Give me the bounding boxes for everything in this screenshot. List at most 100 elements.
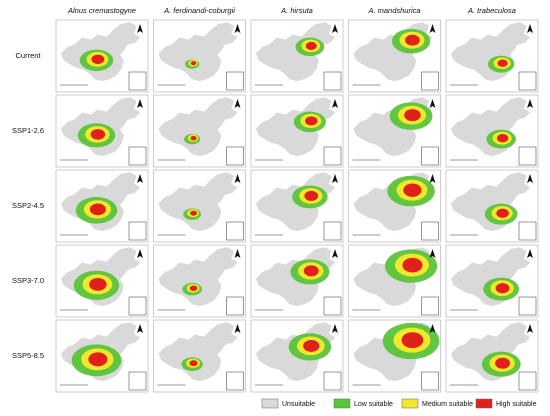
- suitability-area: [190, 135, 197, 141]
- map: [255, 246, 337, 307]
- north-arrow: [234, 99, 241, 108]
- column-header: A. ferdinandi-coburgii: [163, 6, 235, 15]
- inset-box: [226, 146, 244, 166]
- row-label: SSP2-4.5: [12, 201, 44, 210]
- north-arrow: [429, 24, 436, 33]
- map: [60, 96, 142, 157]
- map-panel: [445, 244, 539, 318]
- map-panel: [153, 169, 246, 243]
- north-arrow: [527, 174, 533, 183]
- inset-box: [323, 296, 342, 316]
- inset-box: [518, 371, 537, 391]
- legend-swatch: [333, 398, 351, 409]
- map: [255, 21, 337, 82]
- column-header: A. hirsuta: [280, 6, 313, 15]
- row-label: Current: [15, 51, 41, 60]
- north-arrow: [137, 24, 143, 33]
- suitability-area: [496, 134, 509, 143]
- suitability-area: [305, 41, 317, 50]
- suitability-area: [405, 34, 420, 46]
- suitability-area: [189, 360, 198, 367]
- legend-label: Low suitable: [354, 401, 393, 408]
- map-panel: [445, 19, 539, 93]
- inset-box: [128, 296, 147, 316]
- suitability-area: [495, 283, 510, 294]
- north-arrow: [527, 24, 533, 33]
- inset-box: [128, 71, 147, 91]
- map-panel: [348, 94, 441, 168]
- suitability-area: [305, 116, 318, 126]
- map-panel: [55, 169, 149, 243]
- inset-box: [226, 371, 244, 391]
- inset-box: [518, 296, 537, 316]
- map: [157, 171, 239, 232]
- map-panel: [250, 169, 344, 243]
- north-arrow: [429, 99, 436, 108]
- inset-box: [128, 146, 147, 166]
- map: [157, 21, 239, 82]
- legend-swatch: [401, 398, 419, 409]
- inset-box: [323, 71, 342, 91]
- map: [60, 321, 142, 382]
- inset-box: [226, 221, 244, 241]
- inset-box: [323, 371, 342, 391]
- map: [352, 171, 435, 232]
- north-arrow: [137, 174, 143, 183]
- legend-label: Unsuitable: [282, 401, 315, 408]
- suitability-area: [89, 203, 106, 216]
- map: [352, 21, 434, 82]
- suitability-area: [190, 210, 197, 216]
- north-arrow: [332, 99, 338, 108]
- map: [157, 321, 239, 382]
- north-arrow: [527, 99, 533, 108]
- inset-box: [128, 371, 147, 391]
- north-arrow: [234, 174, 241, 183]
- north-arrow: [332, 174, 338, 183]
- suitability-area: [189, 285, 198, 291]
- north-arrow: [527, 324, 533, 333]
- north-arrow: [332, 324, 338, 333]
- north-arrow: [429, 174, 436, 183]
- suitability-area: [91, 54, 105, 65]
- map-panel: [153, 19, 246, 93]
- map-panel: [55, 319, 149, 393]
- map-panel: [250, 94, 344, 168]
- north-arrow: [527, 249, 533, 258]
- map: [255, 96, 337, 157]
- suitability-area: [190, 61, 197, 66]
- inset-box: [323, 221, 342, 241]
- suitability-area: [303, 339, 320, 352]
- suitability-area: [89, 277, 107, 291]
- inset-box: [226, 296, 244, 316]
- map-panel: [250, 244, 344, 318]
- map: [157, 96, 239, 157]
- legend-swatch: [475, 398, 493, 409]
- inset-box: [128, 221, 147, 241]
- inset-box: [421, 221, 439, 241]
- map-panel: [348, 19, 441, 93]
- map: [450, 246, 532, 307]
- map-panel: [445, 94, 539, 168]
- map-panel: [153, 94, 246, 168]
- map-panel: [153, 319, 246, 393]
- north-arrow: [234, 249, 241, 258]
- map-panel: [348, 244, 441, 318]
- legend-label: High suitable: [496, 401, 537, 408]
- suitability-area: [404, 109, 421, 122]
- column-header: A. mandshurica: [367, 6, 420, 15]
- north-arrow: [137, 249, 143, 258]
- suitability-area: [402, 257, 423, 273]
- north-arrow: [137, 99, 143, 108]
- legend-label: Medium suitable: [422, 401, 473, 408]
- map: [450, 171, 532, 232]
- map-panel: [348, 319, 441, 393]
- map-panel: [55, 244, 149, 318]
- map: [450, 321, 532, 382]
- map-panel: [445, 169, 539, 243]
- map: [60, 171, 142, 232]
- map-panel: [348, 169, 441, 243]
- north-arrow: [332, 249, 338, 258]
- suitability-area: [497, 59, 508, 67]
- north-arrow: [429, 249, 436, 258]
- inset-box: [518, 146, 537, 166]
